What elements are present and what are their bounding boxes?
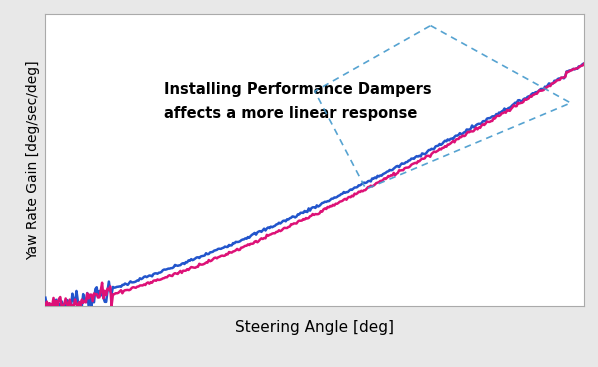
- Text: Installing Performance Dampers
affects a more linear response: Installing Performance Dampers affects a…: [164, 82, 432, 121]
- Y-axis label: Yaw Rate Gain [deg/sec/deg]: Yaw Rate Gain [deg/sec/deg]: [26, 60, 40, 260]
- X-axis label: Steering Angle [deg]: Steering Angle [deg]: [235, 320, 394, 335]
